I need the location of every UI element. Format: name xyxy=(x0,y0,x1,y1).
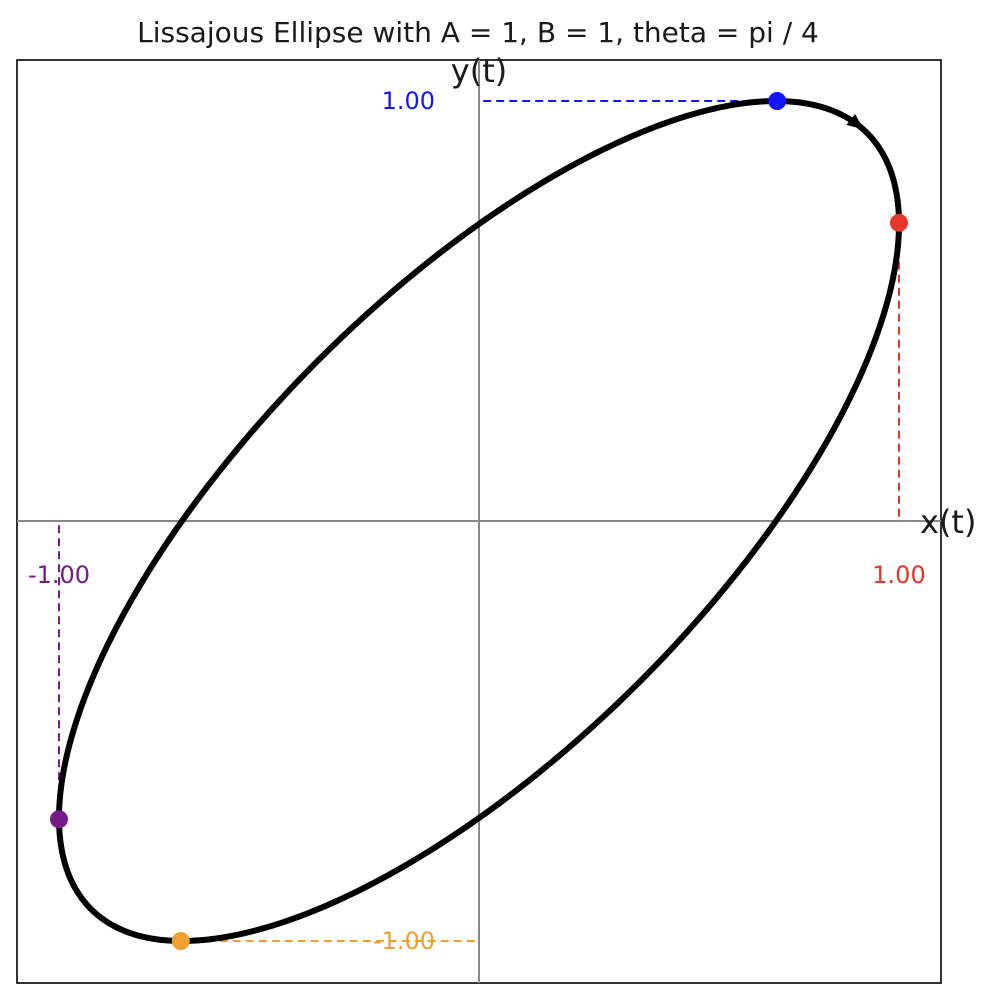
label-min_y: -1.00 xyxy=(373,927,435,955)
marker-min_y xyxy=(171,932,190,950)
chart-title: Lissajous Ellipse with A = 1, B = 1, the… xyxy=(137,16,819,49)
label-max_x: 1.00 xyxy=(872,561,925,589)
x-axis-label: x(t) xyxy=(920,503,976,541)
marker-min_x xyxy=(50,810,68,829)
marker-labels: 1.00 1.00 -1.00 -1.00 xyxy=(28,87,926,955)
marker-max_x xyxy=(890,213,908,232)
marker-max_y xyxy=(768,92,787,110)
direction-arrow xyxy=(846,113,864,130)
label-max_y: 1.00 xyxy=(382,87,435,115)
y-axis-label: y(t) xyxy=(451,52,507,90)
lissajous-curve xyxy=(55,97,903,945)
guide-lines xyxy=(58,100,900,942)
marker-points xyxy=(50,92,908,950)
label-min_x: -1.00 xyxy=(28,561,90,589)
